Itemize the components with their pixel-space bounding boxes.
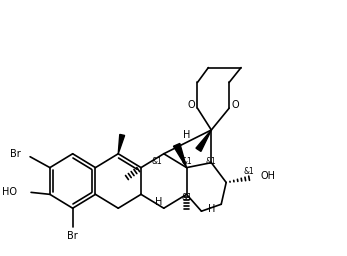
Text: H: H	[208, 204, 215, 214]
Text: OH: OH	[261, 170, 276, 180]
Text: &1: &1	[244, 167, 254, 176]
Text: H: H	[155, 197, 162, 207]
Text: HO: HO	[2, 187, 17, 197]
Text: H: H	[183, 130, 190, 140]
Polygon shape	[118, 134, 125, 154]
Text: O: O	[231, 100, 239, 110]
Polygon shape	[196, 130, 211, 151]
Text: O: O	[188, 100, 195, 110]
Text: &1: &1	[152, 157, 162, 166]
Text: &1: &1	[206, 157, 217, 166]
Polygon shape	[174, 143, 187, 168]
Text: &1: &1	[181, 193, 192, 202]
Text: Br: Br	[67, 231, 78, 241]
Text: &1: &1	[181, 157, 192, 166]
Text: Br: Br	[10, 149, 21, 159]
